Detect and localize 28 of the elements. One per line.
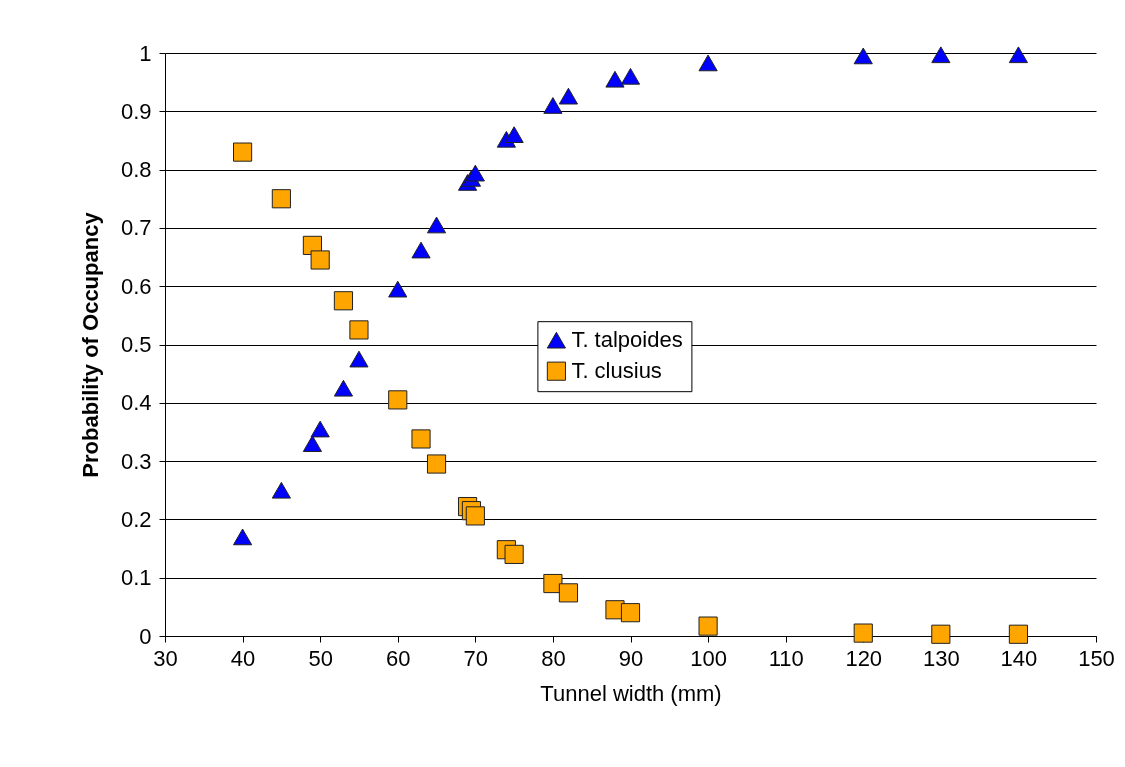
legend-label: T. talpoides <box>571 327 683 353</box>
x-axis-title: Tunnel width (mm) <box>540 680 722 706</box>
y-tick-label: 0.1 <box>120 565 152 591</box>
x-tick-label: 120 <box>845 645 883 671</box>
y-axis-title: Probability of Occupancy <box>77 211 103 478</box>
legend-label: T. clusius <box>571 358 662 384</box>
x-tick-label: 50 <box>308 645 333 671</box>
x-tick-label: 80 <box>541 645 566 671</box>
x-tick-label: 110 <box>768 645 804 671</box>
x-tick-label: 70 <box>463 645 489 671</box>
y-tick-label: 1 <box>139 40 152 66</box>
y-tick-label: 0.9 <box>120 98 152 124</box>
x-tick-label: 60 <box>386 645 411 671</box>
x-tick-label: 90 <box>618 645 644 671</box>
y-tick-label: 0.7 <box>120 215 152 241</box>
y-tick-label: 0.5 <box>120 332 152 357</box>
y-tick-label: 0 <box>139 623 152 649</box>
y-tick-label: 0.2 <box>120 506 152 532</box>
x-tick-label: 140 <box>1000 645 1038 671</box>
x-tick-label: 30 <box>153 645 178 671</box>
x-tick-label: 130 <box>922 645 960 671</box>
y-tick-label: 0.4 <box>120 390 152 416</box>
x-tick-label: 40 <box>230 645 256 671</box>
x-tick-label: 100 <box>690 645 727 671</box>
y-tick-label: 0.8 <box>120 157 152 183</box>
y-tick-label: 0.6 <box>120 273 152 299</box>
x-tick-label: 150 <box>1078 645 1115 671</box>
y-tick-label: 0.3 <box>120 448 152 474</box>
